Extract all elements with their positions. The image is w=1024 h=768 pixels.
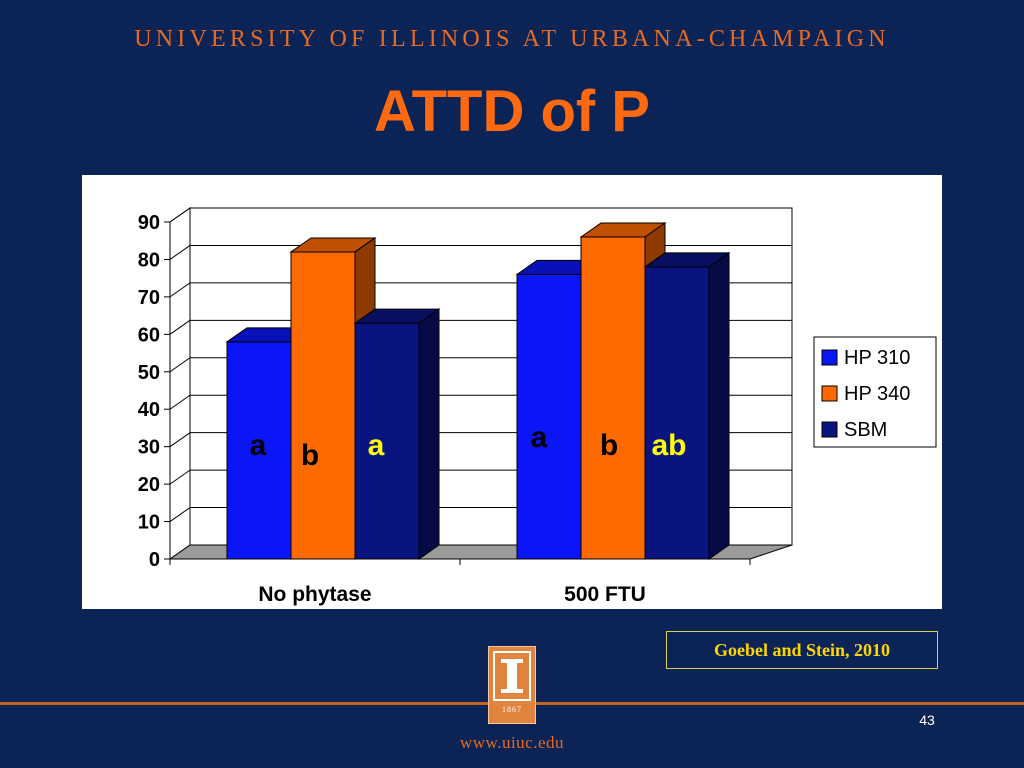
bar-front [226, 341, 292, 560]
legend-label: HP 340 [844, 383, 910, 405]
y-tick-label: 30 [138, 437, 160, 459]
university-seal-logo: 1867 [488, 646, 536, 724]
chart-panel: 0 10 20 30 40 50 60 70 80 90 a b a a b ab No phytase 500 … [82, 175, 942, 609]
bar-front [644, 266, 710, 560]
gridline-side [169, 469, 191, 485]
page-number: 43 [919, 712, 935, 728]
legend-swatch [821, 349, 838, 366]
gridline-side [169, 319, 191, 335]
gridline-side [169, 432, 191, 448]
gridline-side [169, 394, 191, 410]
legend-swatch [821, 385, 838, 402]
bar-side [418, 308, 440, 560]
y-tick-label: 10 [138, 512, 160, 534]
legend-label: HP 310 [844, 347, 910, 369]
university-banner: UNIVERSITY OF ILLINOIS AT URBANA-CHAMPAI… [134, 26, 890, 52]
plot-side-wall [169, 207, 191, 560]
bar-front [354, 322, 420, 560]
footer-url[interactable]: www.uiuc.edu [459, 733, 565, 752]
gridline-side [169, 357, 191, 373]
y-tick-label: 70 [138, 287, 160, 309]
bar-front [290, 251, 356, 560]
y-tick-label: 20 [138, 474, 160, 496]
significance-label: a [531, 421, 548, 454]
x-category-label: No phytase [258, 583, 371, 606]
gridline-side [169, 207, 191, 223]
significance-label: a [368, 429, 385, 462]
y-tick-label: 60 [138, 324, 160, 346]
y-tick-label: 50 [138, 362, 160, 384]
significance-label: a [250, 429, 267, 462]
y-tick-label: 80 [138, 249, 160, 271]
legend-label: SBM [844, 419, 887, 441]
logo-year: 1867 [502, 705, 522, 714]
citation-box: Goebel and Stein, 2010 [666, 631, 938, 669]
y-tick-label: 0 [149, 549, 160, 571]
bar-front [580, 236, 646, 560]
illinois-i-icon [493, 651, 531, 701]
significance-label: b [600, 429, 618, 462]
bar-side [708, 251, 730, 560]
gridline-side [169, 507, 191, 522]
significance-label: b [301, 439, 319, 472]
bar-front [516, 273, 582, 560]
legend-swatch [821, 421, 838, 438]
citation-text: Goebel and Stein, 2010 [713, 639, 891, 660]
gridline-side [169, 282, 191, 298]
slide-title: ATTD of P [374, 79, 650, 144]
gridline-side [169, 245, 191, 260]
y-tick-label: 40 [138, 399, 160, 421]
x-category-label: 500 FTU [564, 583, 646, 606]
y-tick-label: 90 [138, 212, 160, 234]
significance-label: ab [651, 429, 686, 462]
